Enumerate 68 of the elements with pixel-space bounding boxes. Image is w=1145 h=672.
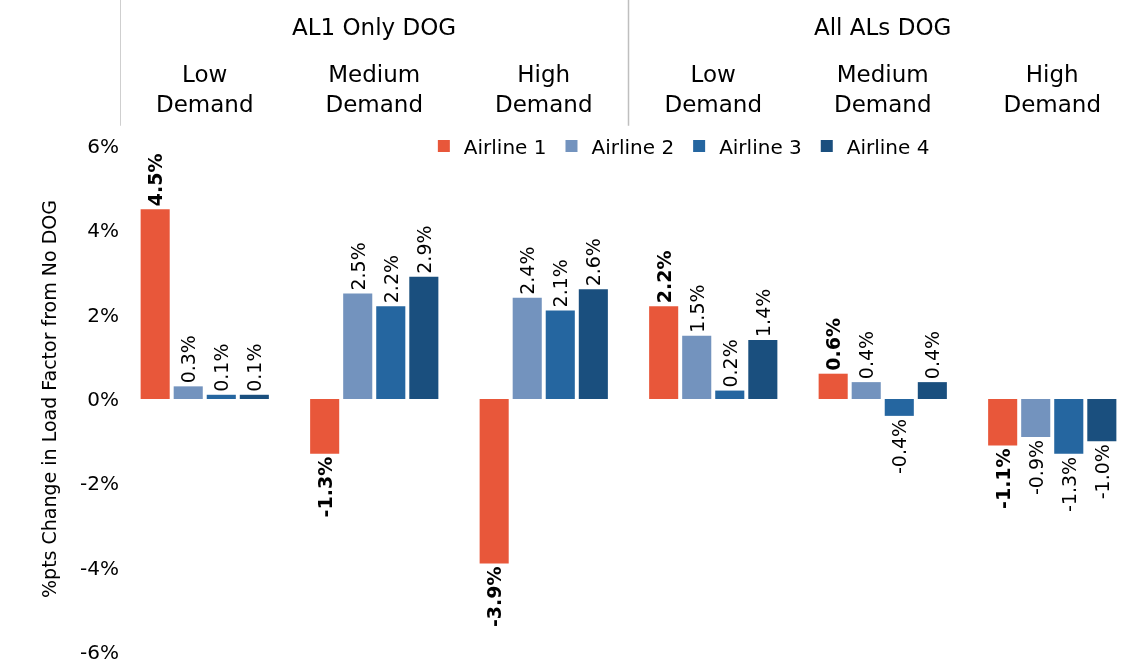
x-tick-label: Low Demand xyxy=(155,61,254,118)
bar xyxy=(884,399,914,416)
data-label: 2.2% xyxy=(379,254,402,304)
legend-label: Airline 1 xyxy=(463,134,547,159)
bar xyxy=(206,394,236,399)
bar xyxy=(512,297,542,399)
y-tick-label: 4% xyxy=(87,218,119,243)
bar xyxy=(851,382,881,399)
data-label: 1.4% xyxy=(751,288,774,337)
bar xyxy=(140,209,170,399)
data-label: -3.9% xyxy=(483,566,506,628)
data-label: 2.5% xyxy=(346,242,369,291)
legend-label: Airline 2 xyxy=(591,134,675,159)
x-tick-label: Low Demand xyxy=(664,61,763,118)
bar xyxy=(715,390,745,399)
bar xyxy=(1087,399,1117,442)
data-label: -1.0% xyxy=(1090,444,1113,500)
data-label: -1.1% xyxy=(991,448,1014,509)
data-label: 1.5% xyxy=(685,284,708,333)
y-tick-label: -2% xyxy=(80,471,119,496)
data-label: -1.3% xyxy=(1057,456,1080,512)
data-label: -0.4% xyxy=(888,418,911,475)
x-tick-label: Medium Demand xyxy=(833,61,932,118)
y-axis-title: %pts Change in Load Factor from No DOG xyxy=(37,200,60,598)
bar xyxy=(173,386,203,399)
text: All ALs DOG xyxy=(814,14,952,40)
bar xyxy=(649,306,679,399)
bar xyxy=(409,276,439,399)
x-tick-label: High Demand xyxy=(494,61,593,118)
data-label: 0.1% xyxy=(243,343,266,392)
data-label: 2.9% xyxy=(412,225,435,274)
data-label: 2.2% xyxy=(652,250,675,304)
bar xyxy=(545,310,575,399)
data-label: 0.6% xyxy=(822,318,845,371)
data-label: 0.1% xyxy=(210,343,233,392)
x-tick-label: High Demand xyxy=(1003,61,1102,118)
bar xyxy=(818,373,848,399)
bar xyxy=(479,399,509,564)
y-tick-label: 2% xyxy=(87,302,119,327)
bar xyxy=(1021,399,1051,437)
bar xyxy=(239,394,269,399)
bar xyxy=(376,306,406,399)
data-label: 0.4% xyxy=(921,330,944,380)
y-tick-label: -6% xyxy=(80,640,119,664)
bar xyxy=(748,339,778,399)
x-tick-label: Medium Demand xyxy=(325,61,424,118)
legend-label: Airline 3 xyxy=(719,134,802,159)
bar xyxy=(917,382,947,399)
bar xyxy=(988,399,1018,446)
text: AL1 Only DOG xyxy=(292,14,457,40)
y-tick-label: 0% xyxy=(87,387,119,411)
bar xyxy=(578,289,608,399)
data-label: 0.2% xyxy=(718,339,741,388)
data-label: -1.3% xyxy=(313,456,336,518)
data-label: 2.1% xyxy=(549,259,572,308)
data-label: 0.4% xyxy=(855,330,878,380)
y-tick-label: -4% xyxy=(80,555,119,580)
data-label: 2.6% xyxy=(582,238,605,287)
data-label: 0.3% xyxy=(177,335,200,384)
data-label: 2.4% xyxy=(516,246,539,295)
bar xyxy=(1054,399,1084,454)
bar xyxy=(682,335,712,399)
bar xyxy=(343,293,373,399)
y-tick-label: 6% xyxy=(87,134,119,158)
data-label: 4.5% xyxy=(144,153,167,207)
bar xyxy=(310,399,340,454)
legend-label: Airline 4 xyxy=(846,134,930,159)
data-label: -0.9% xyxy=(1024,439,1047,496)
